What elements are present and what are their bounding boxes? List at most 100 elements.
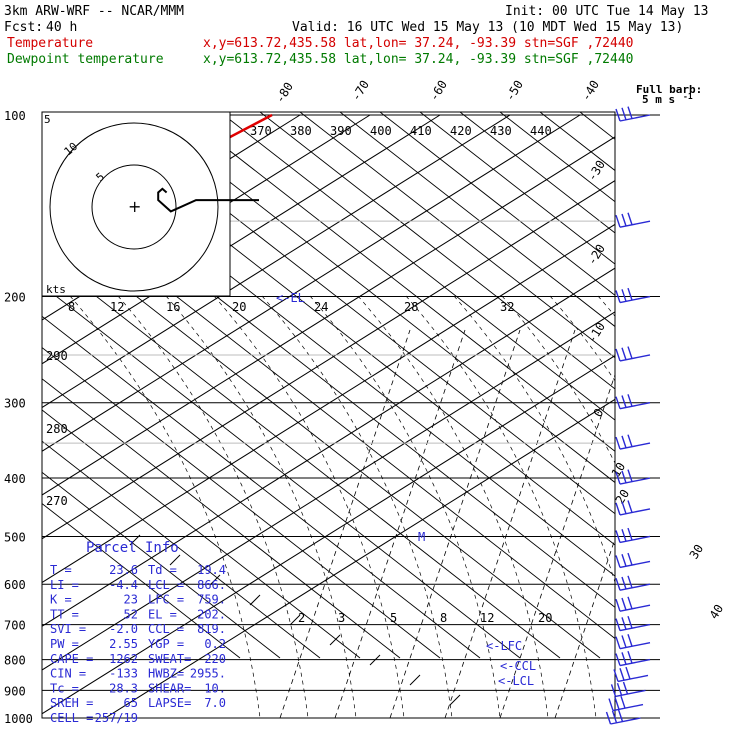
hatch-mark xyxy=(169,554,181,566)
wind-barb-100 xyxy=(619,114,651,122)
pressure-label-600: 600 xyxy=(4,578,26,592)
moist-adiabat xyxy=(261,295,453,718)
dry-adiabat xyxy=(42,315,481,659)
theta-e-label: 280 xyxy=(46,422,68,436)
isotherm-0 xyxy=(42,136,615,496)
pressure-label-1000: 1000 xyxy=(4,712,33,726)
isotherm-label--70: -70 xyxy=(349,78,372,104)
parcel-value: 28.3 xyxy=(109,681,138,695)
parcel-value: -2.0 xyxy=(109,622,138,636)
upper-mixing-label: 20 xyxy=(232,300,246,314)
wind-barb-feather xyxy=(627,575,633,589)
moist-adiabat xyxy=(549,295,615,382)
barb-legend-sup: -1 xyxy=(683,92,693,101)
barb-legend-line2: 5 m s xyxy=(642,93,675,106)
wind-barb-1000 xyxy=(610,717,641,725)
wind-barb-feather xyxy=(627,212,633,226)
dewpoint-legend: Dewpoint temperature xyxy=(7,52,164,67)
moist-adiabat xyxy=(453,295,615,584)
wind-barb-750 xyxy=(619,641,651,650)
temperature-legend: Temperature xyxy=(7,36,93,51)
parcel-value: 0.2 xyxy=(204,637,226,651)
wind-barb-250 xyxy=(619,354,651,362)
parcel-label: Tc = xyxy=(50,681,79,695)
upper-mixing-label: 28 xyxy=(404,300,418,314)
parcel-info-title: Parcel Info xyxy=(86,540,179,556)
parcel-value: 866. xyxy=(197,578,226,592)
parcel-value: 19.4 xyxy=(197,563,226,577)
wind-barb-feather xyxy=(615,396,621,409)
wind-barb-feather xyxy=(621,529,627,542)
parcel-value: 220 xyxy=(204,652,226,666)
hodograph-corner-label: 5 xyxy=(44,113,51,126)
parcel-value: 65 xyxy=(124,696,138,710)
dry-adiabat xyxy=(419,112,615,265)
hatch-mark xyxy=(209,574,221,586)
hatch-mark xyxy=(369,654,381,666)
isotherm-30 xyxy=(42,267,615,627)
wind-barb-feather xyxy=(621,635,627,648)
parcel-label: SHEAR= xyxy=(148,681,191,695)
upper-mixing-label: 24 xyxy=(314,300,328,314)
wind-barb-feather xyxy=(615,598,621,612)
wind-barb-feather xyxy=(627,634,633,647)
wind-barb-200 xyxy=(619,295,651,304)
moist-adiabat xyxy=(213,295,405,718)
init-time: Init: 00 UTC Tue 14 May 13 xyxy=(505,4,709,19)
isotherm-label-20: 20 xyxy=(613,487,633,507)
wind-barb-feather xyxy=(615,108,621,122)
wind-barb-feather xyxy=(615,436,621,450)
dry-adiabat xyxy=(139,112,615,484)
wind-barb-feather xyxy=(627,287,633,301)
wind-barb-700 xyxy=(619,623,651,632)
dry-adiabat xyxy=(42,471,281,659)
isotherm-50 xyxy=(42,355,615,715)
wind-barb-300 xyxy=(619,402,651,410)
moist-adiabat xyxy=(69,295,261,718)
dry-adiabat xyxy=(700,112,740,658)
parcel-value: 759. xyxy=(197,593,226,607)
parcel-label: LAPSE= xyxy=(148,696,191,710)
upper-mixing-label: 16 xyxy=(166,300,180,314)
parcel-value: 2.55 xyxy=(109,637,138,651)
lower-mixing-label: 5 xyxy=(390,611,397,625)
parcel-value: 23 xyxy=(124,593,138,607)
parcel-label: HWBZ= xyxy=(148,667,184,681)
parcel-value: 202. xyxy=(197,607,226,621)
theta-e-label: 290 xyxy=(46,349,68,363)
lower-mixing-label: 2 xyxy=(298,611,305,625)
wind-barb-900 xyxy=(615,689,646,698)
hatch-mark xyxy=(449,694,461,706)
wind-barb-feather xyxy=(615,502,621,516)
wind-barb-feather xyxy=(615,290,621,303)
parcel-label: SREH = xyxy=(50,696,93,710)
lower-mixing-label: 8 xyxy=(440,611,447,625)
wind-barb-850 xyxy=(617,674,649,683)
hodograph-units: kts xyxy=(46,283,66,296)
wind-barb-feather xyxy=(621,576,627,590)
wind-barb-feather xyxy=(627,527,633,541)
wind-barb-400 xyxy=(619,477,651,485)
parcel-label: CIN = xyxy=(50,667,86,681)
theta-e-label: 270 xyxy=(46,494,68,508)
parcel-label: Td = xyxy=(148,563,177,577)
dry-adiabat xyxy=(660,112,740,658)
wind-barb-feather xyxy=(621,107,627,121)
dry-adiabat xyxy=(42,502,241,659)
wind-barb-feather xyxy=(621,395,627,408)
dry-adiabat xyxy=(339,112,615,328)
upper-mixing-label: 32 xyxy=(500,300,514,314)
isotherm-60 xyxy=(104,398,615,718)
isotherm-20 xyxy=(42,223,615,584)
parcel-value: 10. xyxy=(204,681,226,695)
wind-barb-feather xyxy=(621,597,627,611)
parcel-label: CCL = xyxy=(148,622,184,636)
wind-barb-feather xyxy=(613,669,619,682)
wind-barb-feather xyxy=(621,470,627,484)
wind-barb-feather xyxy=(621,617,627,630)
wind-barb-feather xyxy=(621,554,627,567)
parcel-value: -4.4 xyxy=(109,578,138,592)
dry-adiabat xyxy=(42,222,601,659)
isotherm--10 xyxy=(42,114,581,452)
dry-adiabat xyxy=(42,409,361,659)
